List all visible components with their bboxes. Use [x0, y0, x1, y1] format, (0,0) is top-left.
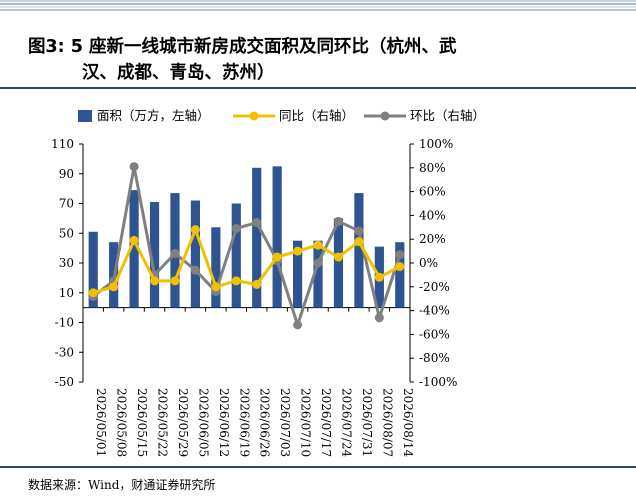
right-tick-label: 100% — [419, 137, 453, 151]
chart-svg: 面积（万方，左轴） 同比（右轴） 环比（右轴） 110 90 70 50 30 10 -10 -3… — [51, 108, 485, 458]
yoy-point — [211, 282, 221, 292]
chart-title: 图3: 5 座新一线城市新房成交面积及同环比（杭州、武 汉、成都、青岛、苏州） — [28, 34, 628, 86]
x-tick-label: 2026/06/26 — [258, 388, 272, 457]
bar — [272, 166, 282, 308]
x-tick-label: 2026/05/15 — [135, 388, 149, 457]
mom-point — [313, 258, 323, 268]
mom-point — [170, 248, 180, 258]
bar — [252, 167, 262, 308]
axes: 110 90 70 50 30 10 -10 -30 -50 100% 80% 60% 40% 20% 0%… — [51, 137, 457, 389]
x-axis-labels: 2026/05/01 2026/05/08 2026/05/15 2026/05/22… — [94, 388, 415, 458]
top-rule — [0, 87, 636, 89]
header-stripe — [0, 0, 636, 12]
x-tick-label: 2026/08/14 — [401, 388, 415, 458]
left-tick-label: 110 — [51, 137, 74, 151]
right-tick-label: -80% — [419, 351, 450, 365]
yoy-point — [395, 262, 405, 272]
yoy-point — [150, 276, 160, 286]
legend-label-yoy: 同比（右轴） — [279, 108, 354, 123]
bar — [211, 227, 221, 308]
right-tick-label: 80% — [419, 161, 446, 175]
yoy-point — [231, 276, 241, 286]
mom-point — [374, 313, 384, 323]
mom-point — [333, 216, 343, 226]
x-tick-label: 2026/08/07 — [380, 388, 394, 457]
yoy-point — [374, 272, 384, 282]
mom-line — [92, 166, 402, 330]
bar — [333, 218, 344, 308]
x-tick-label: 2026/05/01 — [94, 388, 108, 457]
bar — [292, 240, 303, 308]
legend-swatch-area — [78, 110, 92, 122]
bar — [88, 231, 98, 308]
yoy-point — [354, 237, 364, 247]
yoy-point — [129, 235, 139, 245]
mom-point — [190, 265, 200, 275]
bar — [149, 202, 160, 308]
yoy-point — [272, 252, 282, 262]
source-note: 数据来源：Wind，财通证券研究所 — [28, 478, 216, 492]
right-tick-label: 40% — [419, 208, 446, 222]
mom-point — [293, 320, 303, 330]
left-tick-label: 70 — [59, 197, 74, 211]
mom-point — [354, 226, 364, 236]
x-tick-label: 2026/06/12 — [217, 388, 231, 457]
yoy-point — [333, 252, 343, 262]
bar — [395, 242, 405, 308]
right-tick-label: 20% — [419, 232, 446, 246]
left-tick-label: 50 — [59, 226, 74, 240]
bar — [129, 190, 139, 308]
bottom-rule — [0, 466, 636, 468]
yoy-point — [190, 225, 200, 235]
x-tick-label: 2026/07/03 — [278, 388, 292, 457]
mom-point — [395, 250, 405, 260]
left-tick-label: 30 — [59, 256, 74, 270]
x-tick-label: 2026/05/22 — [156, 388, 170, 457]
legend: 面积（万方，左轴） 同比（右轴） 环比（右轴） — [78, 108, 485, 123]
left-tick-label: -50 — [55, 375, 74, 389]
line-series — [88, 162, 405, 330]
x-tick-label: 2026/05/08 — [115, 388, 129, 457]
left-tick-label: 10 — [59, 286, 74, 300]
right-tick-label: -20% — [419, 280, 450, 294]
yoy-point — [293, 246, 303, 256]
chart-title-line1: 图3: 5 座新一线城市新房成交面积及同环比（杭州、武 — [28, 37, 457, 57]
right-tick-label: 0% — [419, 256, 438, 270]
yoy-point — [313, 240, 323, 250]
bar — [354, 193, 364, 308]
right-tick-label: -60% — [419, 327, 450, 341]
legend-label-mom: 环比（右轴） — [410, 108, 485, 123]
x-tick-label: 2026/07/10 — [299, 388, 313, 457]
legend-marker-yoy — [249, 111, 259, 121]
mom-point — [129, 162, 139, 172]
bar — [190, 200, 201, 308]
right-tick-label: -40% — [419, 304, 450, 318]
x-tick-label: 2026/07/24 — [339, 388, 353, 458]
mom-point — [231, 223, 241, 233]
yoy-point — [88, 288, 98, 298]
yoy-point — [170, 276, 180, 286]
chart-title-line2: 汉、成都、青岛、苏州） — [82, 63, 275, 83]
bar — [231, 203, 241, 308]
x-tick-label: 2026/06/19 — [237, 388, 251, 457]
x-tick-label: 2026/06/05 — [196, 388, 210, 457]
mom-point — [252, 218, 262, 228]
x-tick-label: 2026/07/17 — [319, 388, 333, 457]
x-tick-label: 2026/05/29 — [176, 388, 190, 457]
left-tick-label: -10 — [55, 316, 74, 330]
yoy-line — [92, 225, 401, 295]
right-tick-label: 60% — [419, 185, 446, 199]
legend-label-area: 面积（万方，左轴） — [97, 108, 210, 123]
right-tick-label: -100% — [419, 375, 457, 389]
left-tick-label: -30 — [55, 345, 74, 359]
x-tick-label: 2026/07/31 — [360, 388, 374, 457]
left-tick-label: 90 — [59, 167, 74, 181]
bar — [313, 240, 323, 308]
legend-marker-mom — [380, 111, 390, 121]
yoy-point — [252, 279, 262, 289]
yoy-point — [109, 282, 119, 292]
